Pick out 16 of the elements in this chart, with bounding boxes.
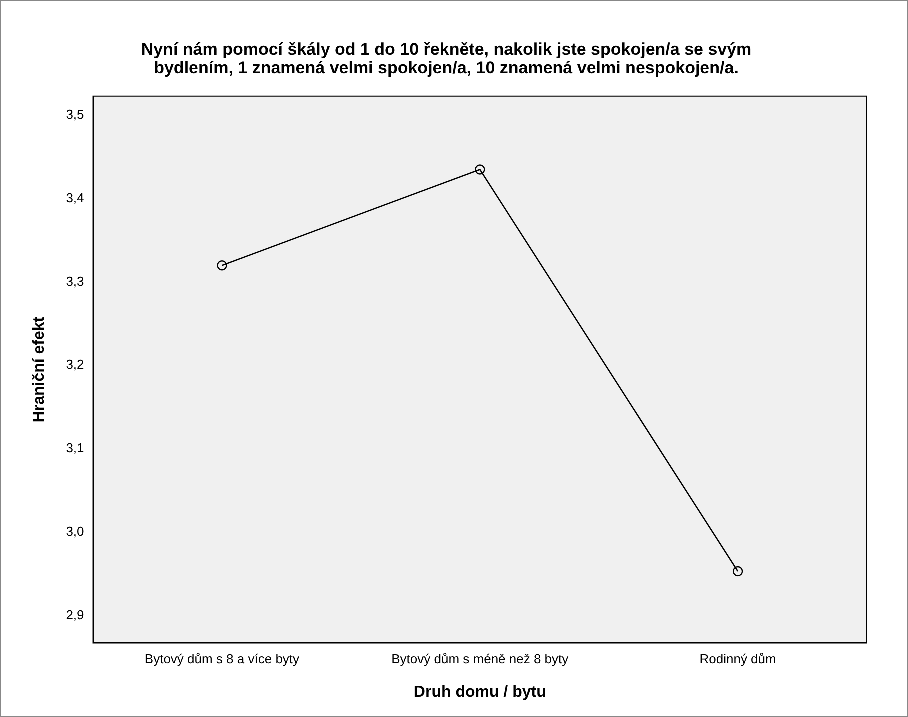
point — [732, 566, 744, 577]
x-tick-label: Rodinný dům — [700, 652, 776, 667]
x-axis-title: Druh domu / bytu — [414, 684, 546, 701]
y-tick-label: 3,4 — [66, 190, 84, 206]
x-tick-label: Bytový dům s méně než 8 byty — [392, 652, 570, 667]
x-tick-label: Bytový dům s 8 a více byty — [144, 652, 300, 667]
y-tick-label: 2,9 — [66, 607, 84, 622]
point — [217, 260, 228, 271]
point — [475, 164, 486, 175]
y-tick-label: 3,0 — [66, 524, 84, 539]
y-tick-label: 3,5 — [66, 107, 84, 122]
y-tick-label: 3,1 — [66, 440, 84, 456]
chart-title: Nyní nám pomocí škály od 1 do 10 řekněte, nakolik jste spokojen/a se svým bydlením, 1 znamená velmi spokojen/a, 10 znamená velmi nespokojen/a. — [141, 40, 752, 78]
y-tick-label: 3,2 — [66, 357, 84, 372]
y-tick-label: 3,3 — [66, 274, 84, 289]
y-axis-title: Hraniční efekt — [31, 316, 48, 423]
